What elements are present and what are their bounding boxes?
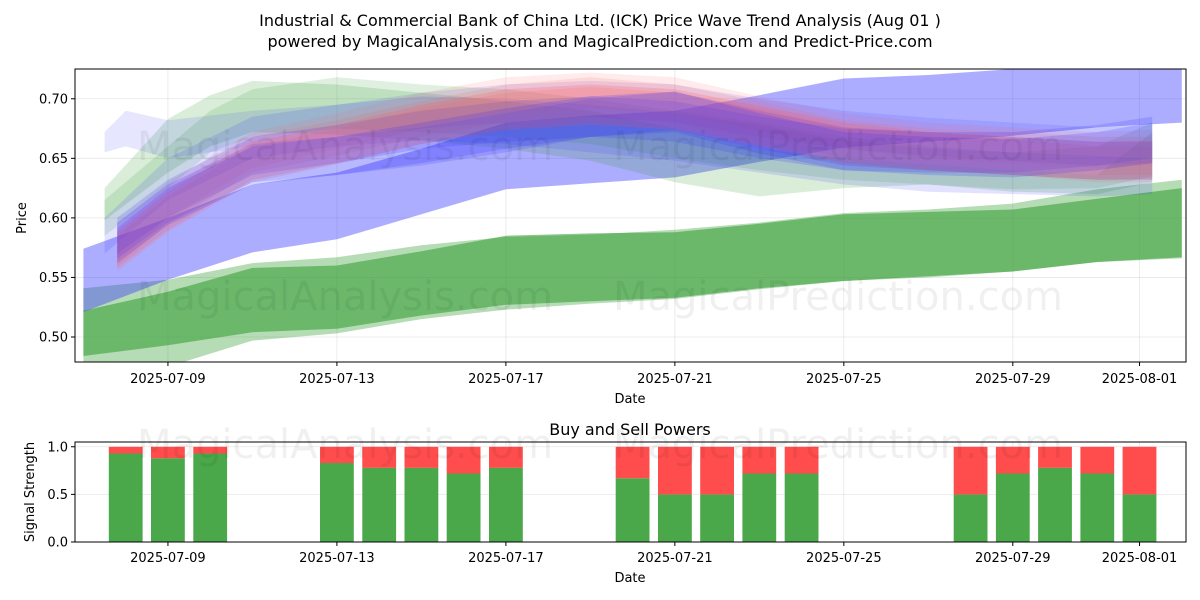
- buy-bar-7: [489, 467, 523, 542]
- band-blue-mid-1: [117, 96, 1153, 254]
- buy-bar-16: [1080, 473, 1115, 542]
- signal-xtick-label-1: 2025-07-13: [299, 551, 375, 566]
- sell-bar-5: [404, 446, 439, 468]
- sell-bar-8: [615, 446, 650, 479]
- price-xtick-label-5: 2025-07-29: [975, 372, 1051, 387]
- band-blue-light-1: [104, 80, 1153, 166]
- signal-y-label: Signal Strength: [23, 442, 38, 542]
- price-xtick-label-6: 2025-08-01: [1102, 372, 1178, 387]
- buy-bar-13: [953, 494, 988, 542]
- sell-bar-16: [1080, 446, 1115, 474]
- price-xtick-label-0: 2025-07-09: [130, 372, 206, 387]
- watermark-analysis-bottom: MagicalAnalysis.com: [137, 422, 553, 468]
- price-ytick-label-4: 0.70: [39, 92, 68, 107]
- sell-bar-4: [362, 446, 397, 468]
- signal-ytick-label-1: 0.5: [47, 488, 68, 503]
- sell-bar-15: [1038, 446, 1072, 468]
- signal-xtick-label-5: 2025-07-29: [975, 551, 1051, 566]
- buy-bar-14: [995, 473, 1030, 542]
- price-axes-frame: [74, 68, 1187, 363]
- price-xtick-label-3: 2025-07-21: [637, 372, 713, 387]
- buy-bar-8: [615, 478, 650, 542]
- price-xtick-label-1: 2025-07-13: [299, 372, 375, 387]
- price-ytick-label-0: 0.50: [39, 330, 68, 345]
- buy-bar-5: [404, 467, 439, 542]
- band-red-light-2: [117, 86, 1153, 272]
- signal-ytick-label-2: 1.0: [47, 440, 68, 455]
- watermark-prediction-top: MagicalPrediction.com: [613, 124, 1063, 170]
- price-ytick-label-3: 0.65: [39, 152, 68, 167]
- band-red-light-1: [117, 77, 1153, 266]
- band-blue-mid-2: [117, 91, 1153, 259]
- sell-bar-14: [995, 446, 1030, 474]
- buy-bar-9: [658, 494, 692, 542]
- sell-bar-17: [1122, 446, 1157, 495]
- price-x-label: Date: [614, 392, 645, 407]
- sell-bar-13: [953, 446, 988, 495]
- buy-bar-17: [1122, 494, 1157, 542]
- sell-bar-10: [700, 446, 734, 495]
- sell-bar-1: [151, 446, 185, 459]
- watermark-prediction-bottom: MagicalPrediction.com: [613, 422, 1063, 468]
- signal-y-ticks: 0.0 0.5 1.0: [47, 440, 75, 551]
- sell-bar-12: [784, 446, 819, 474]
- band-blue-band-main: [83, 69, 1182, 312]
- band-red-light-3: [117, 72, 1153, 260]
- buy-bar-4: [362, 467, 397, 542]
- price-ytick-label-2: 0.60: [39, 211, 68, 226]
- signal-axes-frame: [74, 441, 1187, 543]
- buy-bar-11: [742, 473, 777, 542]
- sell-bar-6: [446, 446, 481, 474]
- price-x-ticks: 2025-07-09 2025-07-13 2025-07-17 2025-07-21…: [130, 362, 1177, 387]
- buy-bar-15: [1038, 467, 1072, 542]
- sell-bar-9: [658, 446, 692, 495]
- watermark-analysis-mid: MagicalAnalysis.com: [137, 274, 553, 320]
- band-blue-dark-1: [117, 91, 1153, 264]
- sell-bar-11: [742, 446, 777, 474]
- band-green-light-2: [104, 77, 1153, 236]
- buy-bar-12: [784, 473, 819, 542]
- buy-bar-3: [320, 463, 354, 542]
- signal-xtick-label-0: 2025-07-09: [130, 551, 206, 566]
- price-bands: [83, 69, 1182, 362]
- signal-ytick-label-0: 0.0: [47, 536, 68, 551]
- chart-title-line1: Industrial & Commercial Bank of China Lt…: [259, 11, 941, 30]
- sell-bar-3: [320, 446, 354, 463]
- signal-xtick-label-6: 2025-08-01: [1102, 551, 1178, 566]
- chart-title-line2: powered by MagicalAnalysis.com and Magic…: [267, 32, 932, 51]
- signal-xtick-label-4: 2025-07-25: [806, 551, 882, 566]
- watermark-prediction-mid: MagicalPrediction.com: [613, 274, 1063, 320]
- signal-xtick-label-3: 2025-07-21: [637, 551, 713, 566]
- sell-bar-2: [193, 446, 228, 454]
- price-xtick-label-4: 2025-07-25: [806, 372, 882, 387]
- sell-bar-0: [108, 446, 143, 454]
- buy-bar-1: [151, 458, 185, 542]
- signal-xtick-label-2: 2025-07-17: [468, 551, 544, 566]
- price-ytick-label-1: 0.55: [39, 271, 68, 286]
- price-y-label: Price: [15, 202, 30, 234]
- buy-bar-6: [446, 473, 481, 542]
- signal-chart-title: Buy and Sell Powers: [549, 420, 711, 439]
- price-y-ticks: 0.50 0.55 0.60 0.65 0.70: [39, 92, 75, 345]
- signal-x-label: Date: [614, 571, 645, 586]
- band-green-band-inner: [83, 188, 1182, 356]
- buy-bar-2: [193, 453, 228, 542]
- band-blue-light-2: [104, 96, 1153, 254]
- signal-x-ticks: 2025-07-09 2025-07-13 2025-07-17 2025-07-21…: [130, 542, 1177, 566]
- buy-bar-10: [700, 494, 734, 542]
- watermark-analysis-top: MagicalAnalysis.com: [137, 124, 553, 170]
- band-red-mid-1: [117, 84, 1153, 268]
- buy-bar-0: [108, 453, 143, 542]
- price-xtick-label-2: 2025-07-17: [468, 372, 544, 387]
- sell-bar-7: [489, 446, 523, 468]
- band-green-light-1: [104, 80, 1153, 221]
- signal-bars: [108, 446, 1157, 542]
